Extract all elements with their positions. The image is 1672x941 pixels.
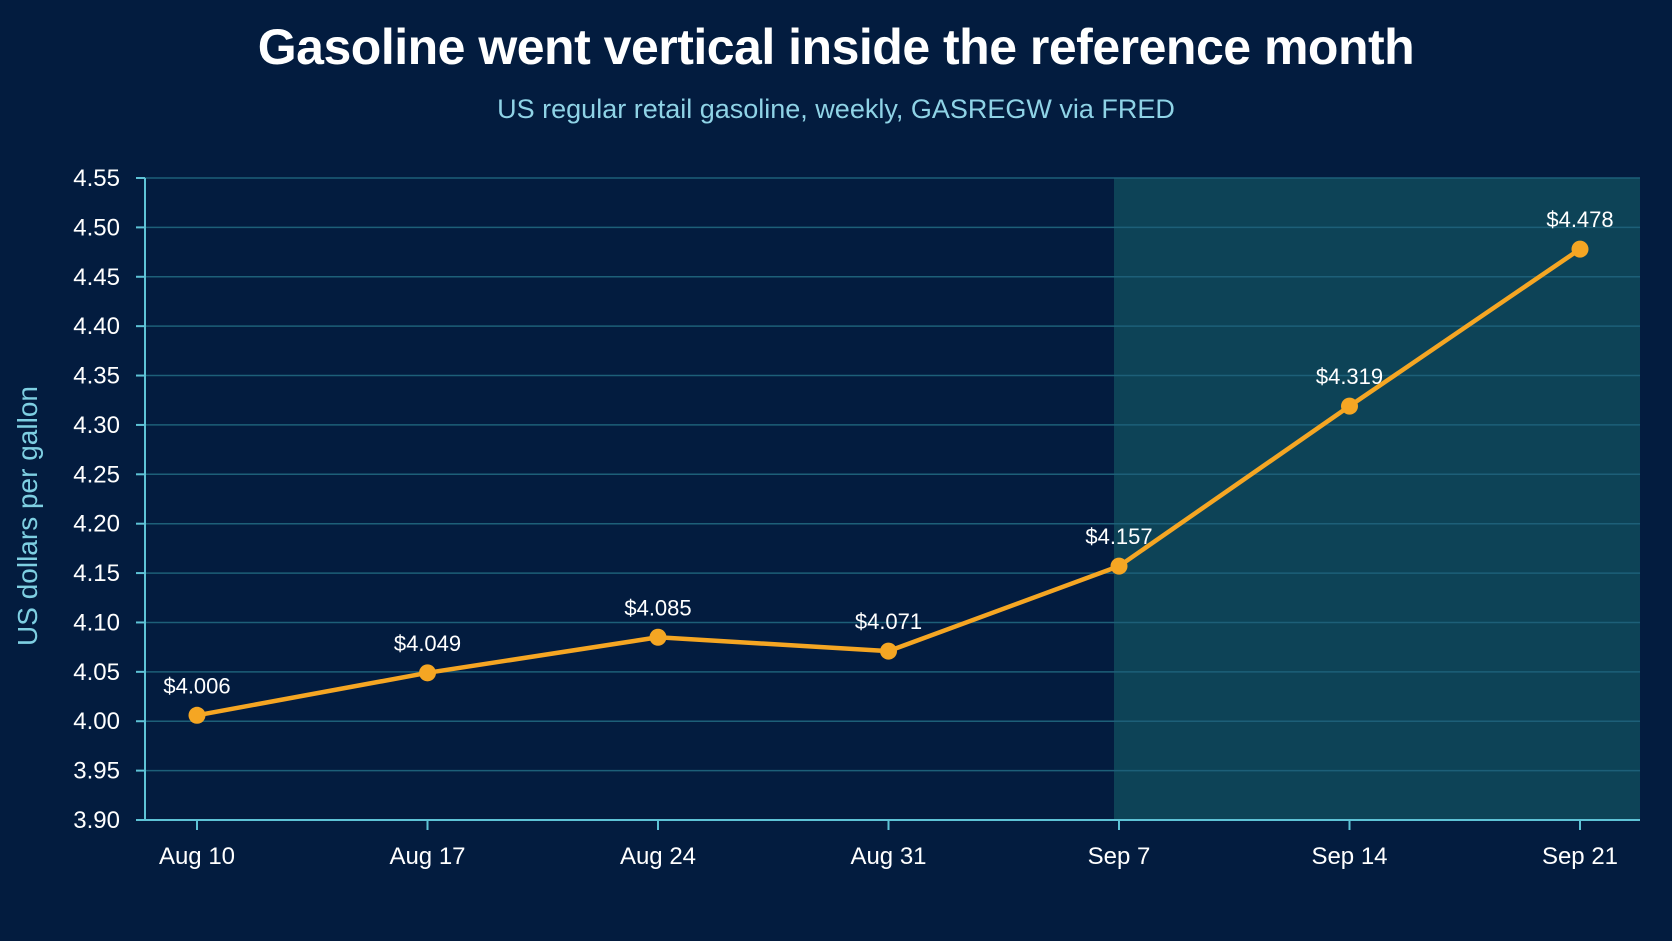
y-tick-label: 4.30 [73, 412, 120, 439]
y-axis-title: US dollars per gallon [12, 386, 43, 646]
chart-subtitle: US regular retail gasoline, weekly, GASR… [497, 94, 1175, 124]
data-points [188, 240, 1589, 724]
y-tick-label: 4.00 [73, 708, 120, 735]
y-tick-label: 4.50 [73, 214, 120, 241]
x-tick-label: Aug 31 [850, 843, 926, 870]
y-tick-label: 4.35 [73, 363, 120, 390]
data-label: $4.006 [163, 673, 230, 698]
data-point [188, 706, 206, 724]
x-tick-label: Sep 21 [1542, 843, 1618, 870]
x-tick-label: Sep 7 [1088, 843, 1151, 870]
y-tick-label: 4.15 [73, 560, 120, 587]
data-label: $4.157 [1085, 524, 1152, 549]
x-tick-label: Sep 14 [1311, 843, 1387, 870]
data-point [1110, 557, 1128, 575]
data-label: $4.319 [1316, 364, 1383, 389]
y-tick-label: 4.55 [73, 165, 120, 192]
y-tick-label: 4.10 [73, 609, 120, 636]
y-tick-label: 3.95 [73, 758, 120, 785]
y-tick-label: 4.05 [73, 659, 120, 686]
y-tick-label: 4.25 [73, 461, 120, 488]
chart-title: Gasoline went vertical inside the refere… [257, 19, 1415, 75]
y-tick-label: 4.20 [73, 511, 120, 538]
data-point [419, 664, 436, 682]
data-point [880, 642, 897, 660]
data-point [1571, 240, 1589, 258]
y-tick-label: 3.90 [73, 807, 120, 834]
data-label: $4.049 [394, 631, 461, 656]
axes: 3.90 3.95 4.00 4.05 4.10 4.15 4.20 4.25 4.30 4.35… [73, 165, 1640, 870]
data-point [1341, 397, 1358, 415]
y-tick-label: 4.45 [73, 264, 120, 291]
x-tick-label: Aug 24 [620, 843, 696, 870]
highlight-region [1114, 178, 1640, 820]
data-label: $4.478 [1546, 207, 1613, 232]
data-label: $4.085 [624, 595, 691, 620]
x-tick-label: Aug 10 [159, 843, 235, 870]
data-point [649, 628, 667, 646]
x-tick-label: Aug 17 [389, 843, 465, 870]
gridlines [145, 177, 1640, 772]
y-tick-label: 4.40 [73, 313, 120, 340]
data-labels: $4.006 $4.049 $4.085 $4.071 $4.157 $4.319 $4.4… [163, 207, 1613, 698]
highlight-region-layer [1114, 178, 1640, 820]
data-label: $4.071 [855, 609, 922, 634]
